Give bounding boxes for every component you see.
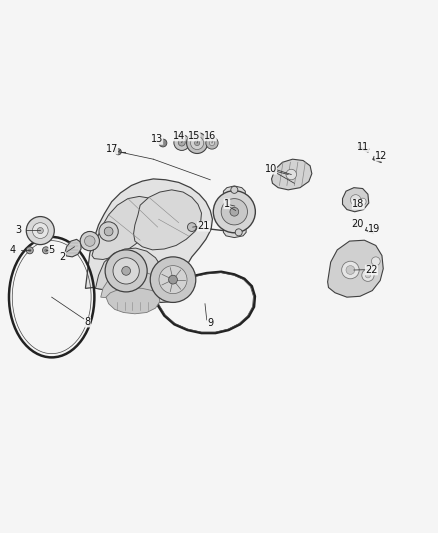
Polygon shape — [272, 159, 312, 190]
Circle shape — [187, 223, 196, 231]
Text: 21: 21 — [198, 221, 210, 231]
Text: 5: 5 — [49, 245, 55, 255]
Text: 1: 1 — [224, 199, 230, 209]
Text: 3: 3 — [15, 225, 21, 235]
Polygon shape — [95, 248, 163, 300]
Polygon shape — [328, 240, 383, 297]
Circle shape — [150, 257, 196, 302]
Text: 19: 19 — [368, 224, 381, 235]
Text: 15: 15 — [188, 131, 200, 141]
Text: 17: 17 — [106, 144, 118, 154]
Circle shape — [178, 139, 185, 146]
Circle shape — [169, 275, 177, 284]
Circle shape — [191, 136, 204, 150]
Text: 10: 10 — [265, 164, 277, 174]
Circle shape — [159, 139, 167, 147]
Circle shape — [32, 223, 48, 238]
Circle shape — [230, 207, 239, 216]
Text: 20: 20 — [351, 219, 363, 229]
Text: 18: 18 — [352, 199, 364, 209]
Text: 22: 22 — [365, 265, 378, 275]
Polygon shape — [101, 270, 162, 304]
Text: 11: 11 — [357, 142, 369, 152]
Circle shape — [346, 265, 355, 274]
Circle shape — [174, 135, 190, 150]
Circle shape — [209, 140, 215, 146]
Text: 4: 4 — [9, 245, 15, 255]
Circle shape — [235, 229, 242, 236]
Circle shape — [28, 249, 31, 252]
Circle shape — [45, 249, 47, 252]
Circle shape — [187, 133, 208, 154]
Circle shape — [26, 247, 33, 254]
Polygon shape — [223, 186, 246, 238]
Circle shape — [115, 149, 121, 155]
Polygon shape — [92, 197, 160, 260]
Circle shape — [104, 227, 113, 236]
Circle shape — [122, 266, 131, 275]
Circle shape — [286, 169, 297, 180]
Text: 13: 13 — [151, 134, 163, 144]
Circle shape — [362, 269, 374, 281]
Circle shape — [206, 137, 218, 149]
Circle shape — [85, 236, 95, 246]
Circle shape — [42, 247, 49, 254]
Circle shape — [37, 228, 43, 233]
Circle shape — [213, 191, 255, 233]
Text: 14: 14 — [173, 131, 185, 141]
Circle shape — [80, 231, 99, 251]
Circle shape — [231, 187, 238, 193]
Circle shape — [359, 198, 366, 205]
Circle shape — [194, 140, 200, 146]
Text: 8: 8 — [85, 317, 91, 327]
Polygon shape — [85, 179, 212, 302]
Circle shape — [221, 199, 247, 225]
Text: 12: 12 — [375, 151, 387, 161]
Polygon shape — [134, 190, 201, 250]
Circle shape — [371, 257, 380, 265]
Circle shape — [113, 258, 139, 284]
Polygon shape — [65, 239, 81, 257]
Circle shape — [99, 222, 118, 241]
Circle shape — [350, 195, 361, 205]
Text: 2: 2 — [60, 252, 66, 262]
Text: 9: 9 — [207, 318, 213, 328]
Circle shape — [365, 273, 371, 278]
Polygon shape — [343, 188, 369, 212]
Circle shape — [105, 250, 147, 292]
Circle shape — [342, 261, 359, 279]
Circle shape — [26, 216, 54, 245]
Text: 16: 16 — [204, 131, 216, 141]
Polygon shape — [106, 287, 160, 314]
Circle shape — [159, 265, 187, 294]
